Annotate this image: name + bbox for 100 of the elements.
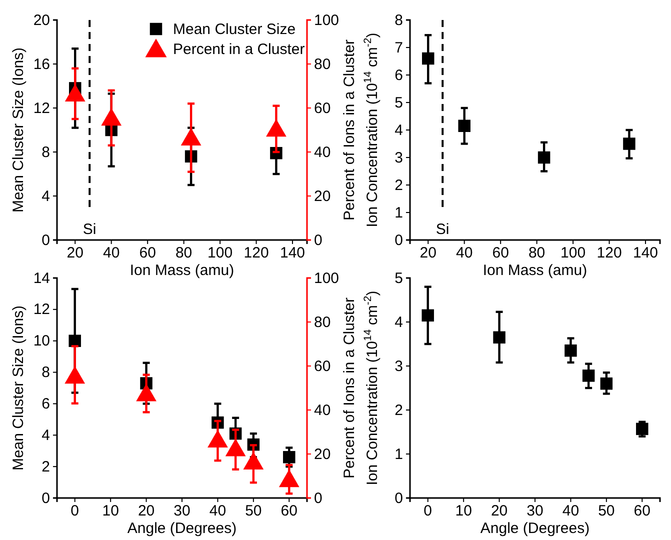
point bbox=[208, 430, 228, 448]
y2-tick-label: 100 bbox=[314, 12, 340, 29]
y2-tick-label: 20 bbox=[314, 188, 331, 205]
y-tick-label: 1 bbox=[394, 446, 403, 463]
point bbox=[136, 384, 156, 402]
y-tick-label: 12 bbox=[33, 301, 50, 318]
point bbox=[493, 331, 506, 344]
point bbox=[266, 119, 286, 137]
y-tick-label: 1 bbox=[394, 204, 403, 222]
x-tick-label: 100 bbox=[208, 244, 233, 262]
x-tick-label: 60 bbox=[280, 502, 298, 520]
y-tick-label: 5 bbox=[394, 94, 403, 112]
point bbox=[636, 422, 648, 436]
y2-tick-label: 0 bbox=[314, 490, 322, 507]
x-tick-label: 60 bbox=[492, 244, 509, 262]
point bbox=[278, 469, 300, 488]
y-tick-label: 4 bbox=[394, 314, 403, 331]
y-tick-label: 3 bbox=[394, 358, 403, 375]
point bbox=[422, 52, 434, 65]
x-tick-label: 30 bbox=[526, 502, 544, 520]
y-tick-label: 2 bbox=[394, 402, 403, 419]
y-tick-label: 20 bbox=[33, 12, 50, 29]
x-tick-label: 80 bbox=[175, 244, 192, 262]
y2-tick-label: 80 bbox=[314, 56, 331, 73]
y-tick-label: 12 bbox=[33, 100, 50, 117]
point bbox=[582, 370, 595, 382]
x-tick-label: 80 bbox=[528, 244, 546, 262]
y2-tick-label: 40 bbox=[314, 402, 331, 419]
ref-line-label: Si bbox=[82, 221, 96, 238]
x-axis-title: Ion Mass (amu) bbox=[482, 262, 588, 279]
x-tick-label: 20 bbox=[420, 244, 436, 262]
y2-tick-label: 100 bbox=[314, 270, 340, 287]
y-tick-label: 4 bbox=[42, 426, 50, 444]
x-tick-label: 50 bbox=[245, 502, 262, 520]
ref-line-label: Si bbox=[436, 221, 450, 238]
y2-tick-label: 20 bbox=[314, 446, 331, 463]
x-tick-label: 40 bbox=[103, 244, 120, 262]
y-tick-label: 2 bbox=[394, 176, 403, 194]
x-tick-label: 20 bbox=[490, 502, 508, 520]
y-axis-title: Mean Cluster Size (Ions) bbox=[10, 305, 27, 471]
y2-tick-label: 60 bbox=[314, 358, 331, 375]
y-tick-label: 0 bbox=[394, 232, 403, 249]
y2-tick-label: 0 bbox=[314, 232, 322, 249]
x-axis-title: Angle (Degrees) bbox=[127, 520, 237, 537]
y2-axis-title: Percent of Ions in a Cluster bbox=[341, 40, 358, 220]
y-tick-label: 0 bbox=[394, 490, 403, 507]
y-tick-label: 4 bbox=[394, 122, 403, 139]
y2-tick-label: 80 bbox=[314, 314, 331, 331]
x-tick-label: 120 bbox=[596, 244, 622, 262]
point bbox=[422, 309, 434, 322]
y-tick-label: 6 bbox=[394, 66, 403, 84]
point bbox=[564, 344, 577, 357]
x-tick-label: 0 bbox=[424, 502, 432, 520]
y-tick-label: 6 bbox=[42, 396, 50, 413]
x-tick-label: 30 bbox=[174, 502, 190, 520]
y2-tick-label: 60 bbox=[314, 100, 331, 117]
point bbox=[623, 138, 636, 150]
y-tick-label: 0 bbox=[42, 232, 50, 249]
y-tick-label: 3 bbox=[394, 149, 403, 166]
y2-tick-label: 40 bbox=[314, 144, 331, 161]
point bbox=[458, 120, 470, 132]
y-tick-label: 16 bbox=[33, 56, 50, 73]
point bbox=[64, 366, 86, 384]
y-tick-label: 8 bbox=[42, 144, 50, 161]
x-tick-label: 140 bbox=[280, 244, 306, 262]
x-tick-label: 140 bbox=[632, 244, 658, 262]
x-tick-label: 120 bbox=[244, 244, 269, 262]
point bbox=[538, 151, 550, 164]
point bbox=[180, 128, 202, 146]
y-tick-label: 4 bbox=[42, 188, 50, 205]
x-tick-label: 100 bbox=[560, 244, 586, 262]
x-tick-label: 10 bbox=[102, 502, 119, 520]
y-tick-label: 5 bbox=[394, 270, 403, 287]
y-tick-label: 8 bbox=[42, 364, 50, 382]
x-axis-title: Angle (Degrees) bbox=[480, 520, 590, 537]
point bbox=[243, 452, 264, 470]
legend-label: Mean Cluster Size bbox=[173, 21, 296, 38]
y2-axis-title: Percent of Ions in a Cluster bbox=[341, 298, 358, 478]
x-tick-label: 10 bbox=[455, 502, 472, 520]
y-tick-label: 2 bbox=[42, 458, 50, 476]
x-tick-label: 40 bbox=[456, 244, 473, 262]
point bbox=[225, 438, 246, 456]
x-tick-label: 50 bbox=[598, 502, 615, 520]
point bbox=[600, 377, 613, 390]
x-tick-label: 60 bbox=[634, 502, 650, 520]
point bbox=[101, 108, 122, 126]
y-axis-title: Mean Cluster Size (Ions) bbox=[10, 47, 27, 213]
y-tick-label: 8 bbox=[394, 12, 403, 29]
point bbox=[64, 84, 86, 102]
x-tick-label: 40 bbox=[562, 502, 580, 520]
x-tick-label: 20 bbox=[66, 244, 84, 262]
y-tick-label: 14 bbox=[33, 270, 50, 287]
y-tick-label: 7 bbox=[394, 39, 403, 56]
legend-label: Percent in a Cluster bbox=[173, 41, 305, 58]
x-tick-label: 0 bbox=[70, 502, 80, 520]
y-tick-label: 0 bbox=[42, 490, 50, 507]
x-axis-title: Ion Mass (amu) bbox=[130, 262, 234, 279]
x-tick-label: 40 bbox=[209, 502, 226, 520]
x-tick-label: 60 bbox=[139, 244, 156, 262]
y-tick-label: 10 bbox=[33, 332, 50, 350]
